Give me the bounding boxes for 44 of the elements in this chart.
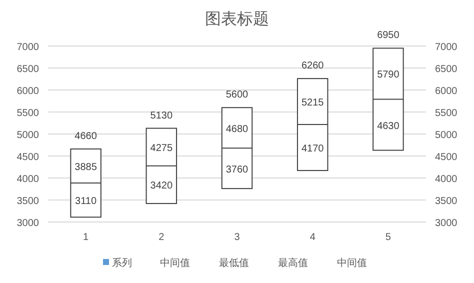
y2-tick-label: 5000 <box>435 130 458 141</box>
text: 中间值 <box>337 257 367 269</box>
y-tick-label: 6000 <box>16 86 40 97</box>
text: 中间值 <box>160 257 190 269</box>
y2-tick-label: 6000 <box>435 86 458 97</box>
y2-tick-label: 7000 <box>435 42 458 53</box>
annotation: 5215 <box>301 98 324 109</box>
text: 最高值 <box>278 257 308 269</box>
y-tick-label: 5500 <box>16 108 40 119</box>
x-tick-label: 2 <box>158 232 165 243</box>
y2-tick-label: 4500 <box>435 152 458 163</box>
annotation: 4660 <box>74 130 98 142</box>
y-tick-label: 4500 <box>16 152 40 163</box>
annotation: 6950 <box>377 30 400 42</box>
y-tick-label: 6500 <box>16 64 40 75</box>
y-tick-label: 3500 <box>16 196 40 207</box>
annotation: 3760 <box>226 164 249 176</box>
annotation: 4680 <box>226 124 249 135</box>
annotation: 5600 <box>226 90 249 101</box>
annotation: 4630 <box>377 120 400 132</box>
y2-tick-label: 3500 <box>435 196 458 207</box>
x-tick-label: 1 <box>83 232 90 243</box>
y-tick-label: 4000 <box>16 174 40 185</box>
y-tick-label: 5000 <box>16 130 40 141</box>
y-tick-label: 3000 <box>16 218 40 229</box>
y2-tick-label: 3000 <box>435 218 458 229</box>
y2-tick-label: 5500 <box>435 108 458 119</box>
y-tick-label: 7000 <box>16 42 40 53</box>
annotation: 3885 <box>74 162 98 174</box>
x-tick-label: 3 <box>234 232 240 243</box>
annotation: 3420 <box>150 180 173 192</box>
x-tick-label: 4 <box>310 232 316 243</box>
annotation: 4275 <box>150 143 173 154</box>
annotation: 3110 <box>75 196 97 208</box>
annotation: 5790 <box>377 70 400 81</box>
annotation: 4170 <box>301 144 324 155</box>
text: 最低值 <box>219 258 249 269</box>
y2-tick-label: 6500 <box>435 64 458 75</box>
annotation: 6260 <box>301 60 324 72</box>
x-tick-label: 5 <box>385 232 392 243</box>
y2-tick-label: 4000 <box>435 174 458 185</box>
chart-title: 图表标题 <box>205 10 269 28</box>
annotation: 5130 <box>150 110 173 122</box>
legend-label: 系列 <box>112 257 132 269</box>
